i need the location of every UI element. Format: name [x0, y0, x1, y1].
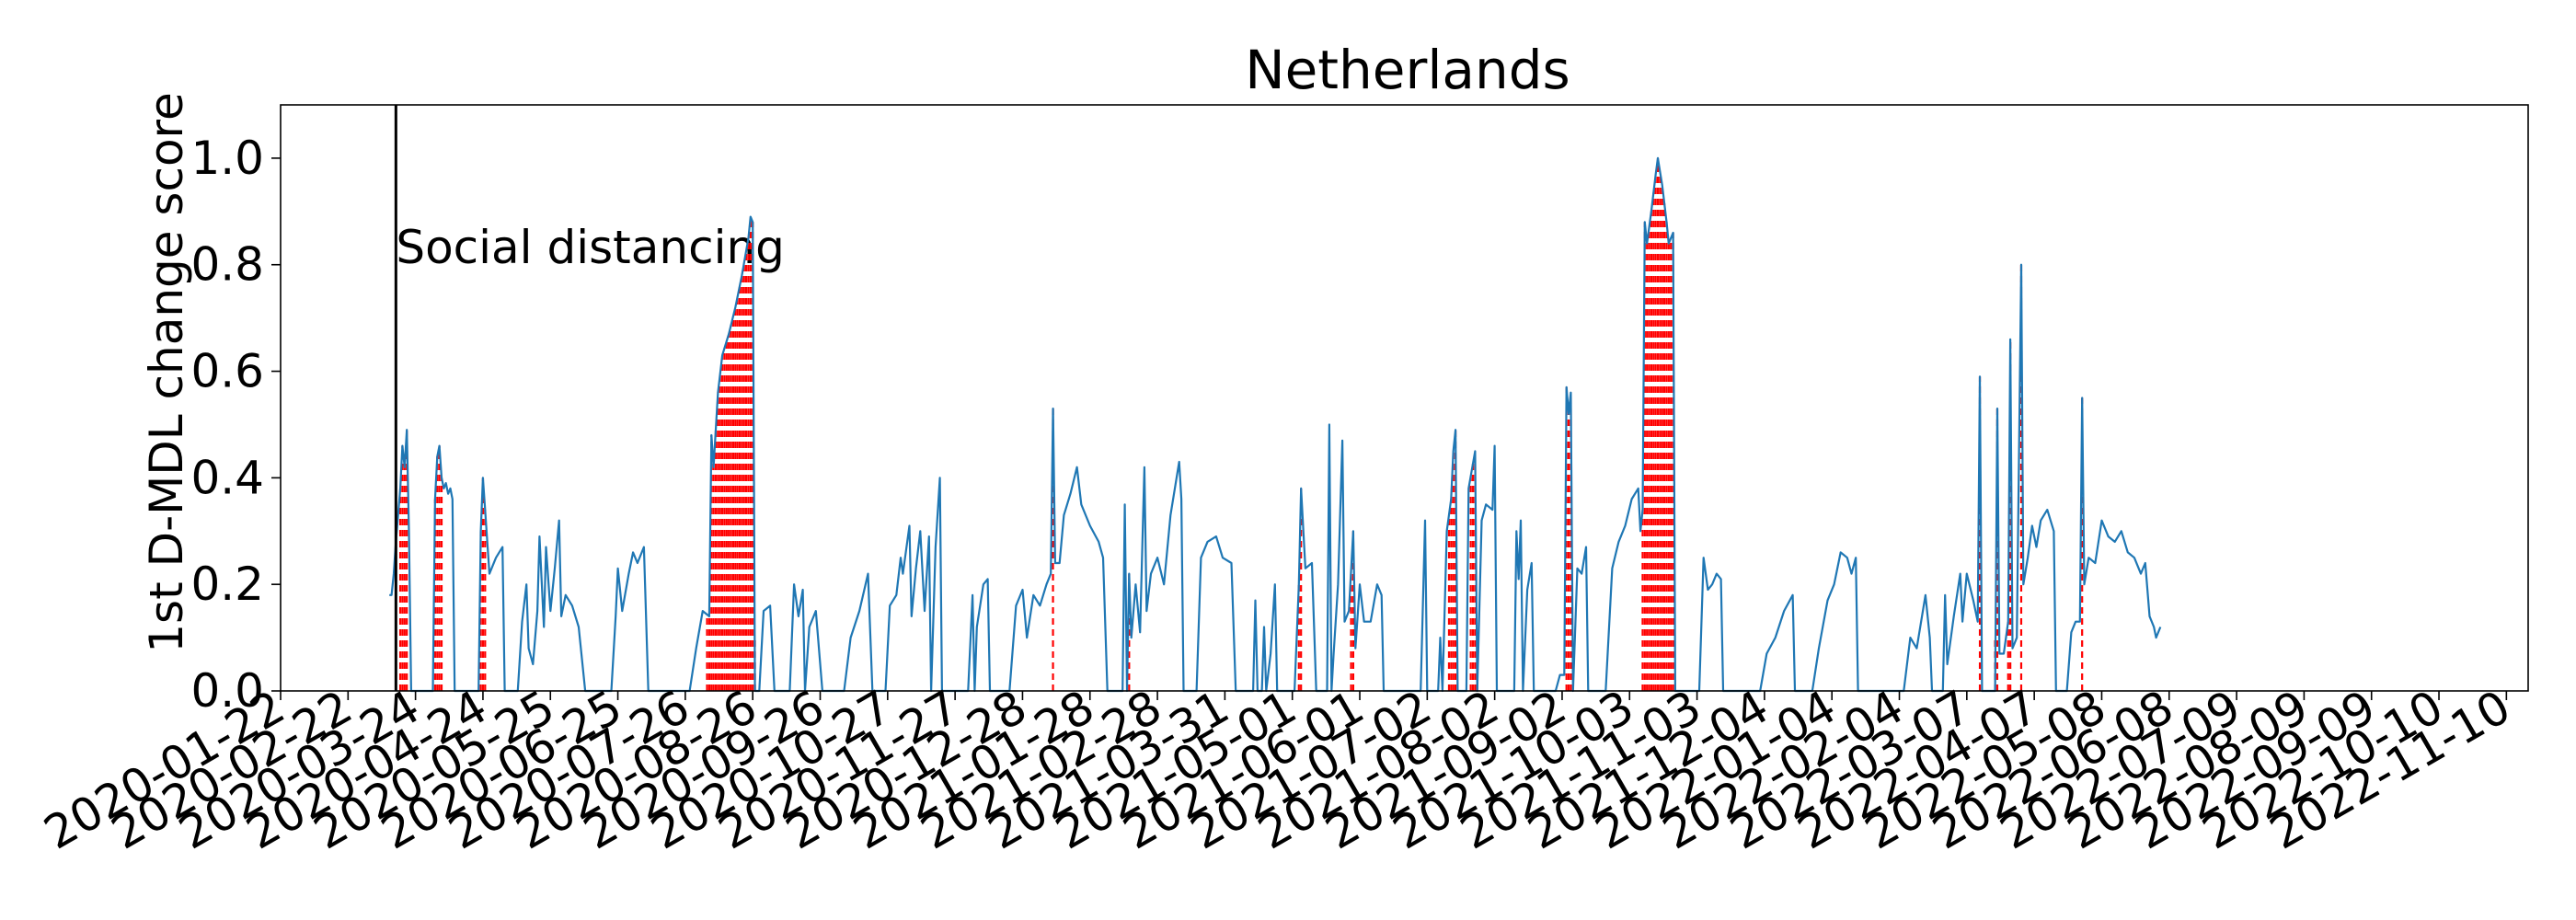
- y-tick-label: 0.2: [190, 558, 264, 611]
- y-axis-label: 1st D-MDL change score: [140, 92, 193, 653]
- chart-title: Netherlands: [1245, 39, 1570, 101]
- y-tick-label: 1.0: [190, 132, 264, 185]
- y-tick-label: 0.8: [190, 238, 264, 292]
- plot-area-frame: [280, 104, 2529, 692]
- y-tick-label: 0.6: [190, 345, 264, 398]
- event-annotation-label: Social distancing: [396, 221, 785, 274]
- alarm-period: [1641, 157, 1674, 691]
- alarm-period: [398, 430, 408, 691]
- series-layer: [389, 156, 2162, 693]
- y-tick-label: 0.4: [190, 451, 264, 504]
- y-tick-label: 0.0: [190, 664, 264, 718]
- alarm-period: [706, 216, 756, 691]
- series-line: [389, 156, 2162, 693]
- x-axis: 2020-01-222020-02-222020-03-242020-04-24…: [35, 680, 2519, 860]
- y-axis: 0.0 0.2 0.4 0.6 0.8 1.0: [190, 132, 281, 718]
- alarm-period: [1447, 430, 1457, 691]
